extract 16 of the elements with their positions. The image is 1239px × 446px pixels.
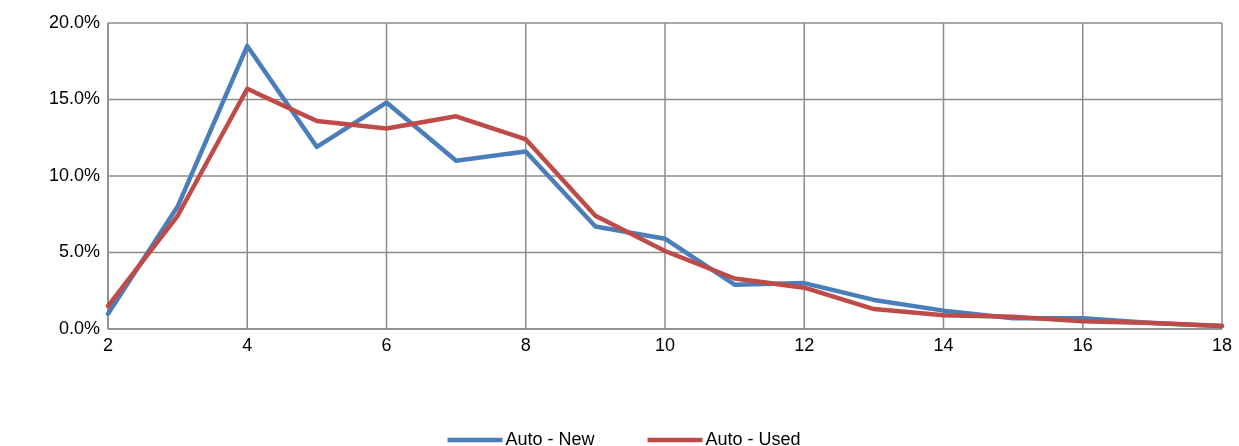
y-tick-label: 20.0% bbox=[48, 11, 100, 32]
x-tick-label: 16 bbox=[1072, 335, 1093, 355]
x-tick-label: 4 bbox=[242, 335, 253, 355]
x-tick-label: 6 bbox=[381, 335, 392, 355]
y-tick-label: 0.0% bbox=[58, 317, 100, 338]
x-tick-label: 14 bbox=[933, 335, 954, 355]
y-tick-label: 15.0% bbox=[48, 88, 100, 109]
y-tick-label: 10.0% bbox=[48, 164, 100, 185]
y-tick-label: 5.0% bbox=[58, 241, 100, 262]
legend-label: Auto - Used bbox=[705, 428, 801, 446]
x-tick-label: 2 bbox=[102, 335, 114, 355]
x-tick-label: 18 bbox=[1211, 335, 1233, 355]
legend-label: Auto - New bbox=[505, 428, 596, 446]
x-tick-label: 8 bbox=[520, 335, 531, 355]
x-tick-label: 10 bbox=[654, 335, 676, 355]
x-tick-label: 12 bbox=[794, 335, 815, 355]
